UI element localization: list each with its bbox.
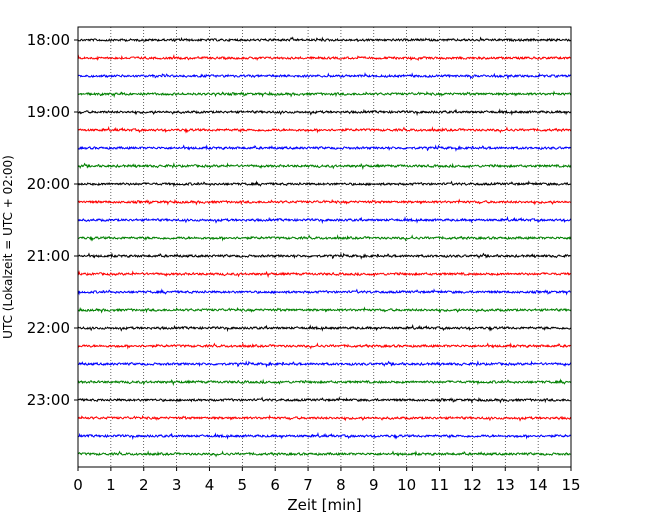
- trace-line: [77, 414, 572, 422]
- x-tick-label: 10: [397, 476, 416, 494]
- trace-line: [77, 450, 572, 458]
- y-axis: 18:00 19:00 20:00 21:00 22:00 23:00: [27, 31, 78, 409]
- y-tick-label: 19:00: [27, 103, 70, 121]
- x-axis-label: Zeit [min]: [287, 496, 361, 514]
- x-tick-label: 7: [303, 476, 313, 494]
- trace-line: [77, 270, 572, 279]
- y-axis-label: UTC (Lokalzeit = UTC + 02:00): [1, 155, 15, 339]
- x-tick-label: 3: [172, 476, 182, 494]
- grid-lines: [110, 27, 539, 467]
- x-tick-label: 13: [496, 476, 515, 494]
- x-tick-label: 12: [463, 476, 482, 494]
- y-tick-label: 23:00: [27, 391, 70, 409]
- trace-line: [77, 288, 572, 296]
- y-tick-label: 20:00: [27, 175, 70, 193]
- plot-frame: [77, 26, 572, 468]
- trace-line: [77, 144, 572, 152]
- trace-line: [77, 431, 572, 441]
- trace-line: [77, 162, 572, 171]
- trace-line: [77, 36, 572, 43]
- y-tick-label: 22:00: [27, 319, 70, 337]
- x-axis: 0 1 2 3 4 5 6 7 8 9 10 11 12 13 14 15: [73, 467, 581, 494]
- x-tick-label: 0: [73, 476, 83, 494]
- trace-line: [77, 360, 572, 368]
- x-tick-label: 8: [336, 476, 346, 494]
- x-tick-label: 14: [529, 476, 548, 494]
- x-tick-label: 15: [561, 476, 580, 494]
- y-tick-label: 21:00: [27, 247, 70, 265]
- trace-line: [77, 108, 572, 117]
- trace-line: [77, 252, 572, 260]
- x-tick-label: 6: [270, 476, 280, 494]
- x-tick-label: 11: [430, 476, 449, 494]
- trace-line: [77, 306, 572, 314]
- x-tick-label: 1: [106, 476, 116, 494]
- seismic-traces: [77, 36, 572, 458]
- trace-line: [77, 198, 572, 206]
- x-tick-label: 5: [238, 476, 248, 494]
- trace-line: [77, 125, 572, 134]
- trace-line: [77, 323, 572, 333]
- trace-line: [77, 378, 572, 387]
- x-tick-label: 4: [205, 476, 215, 494]
- trace-line: [77, 215, 572, 225]
- y-tick-label: 18:00: [27, 31, 70, 49]
- trace-line: [77, 90, 572, 98]
- trace-line: [77, 72, 572, 81]
- x-tick-label: 2: [139, 476, 149, 494]
- trace-line: [77, 180, 572, 188]
- trace-line: [77, 234, 572, 242]
- trace-line: [77, 54, 572, 62]
- trace-line: [77, 342, 572, 350]
- trace-line: [77, 396, 572, 404]
- x-tick-label: 9: [369, 476, 379, 494]
